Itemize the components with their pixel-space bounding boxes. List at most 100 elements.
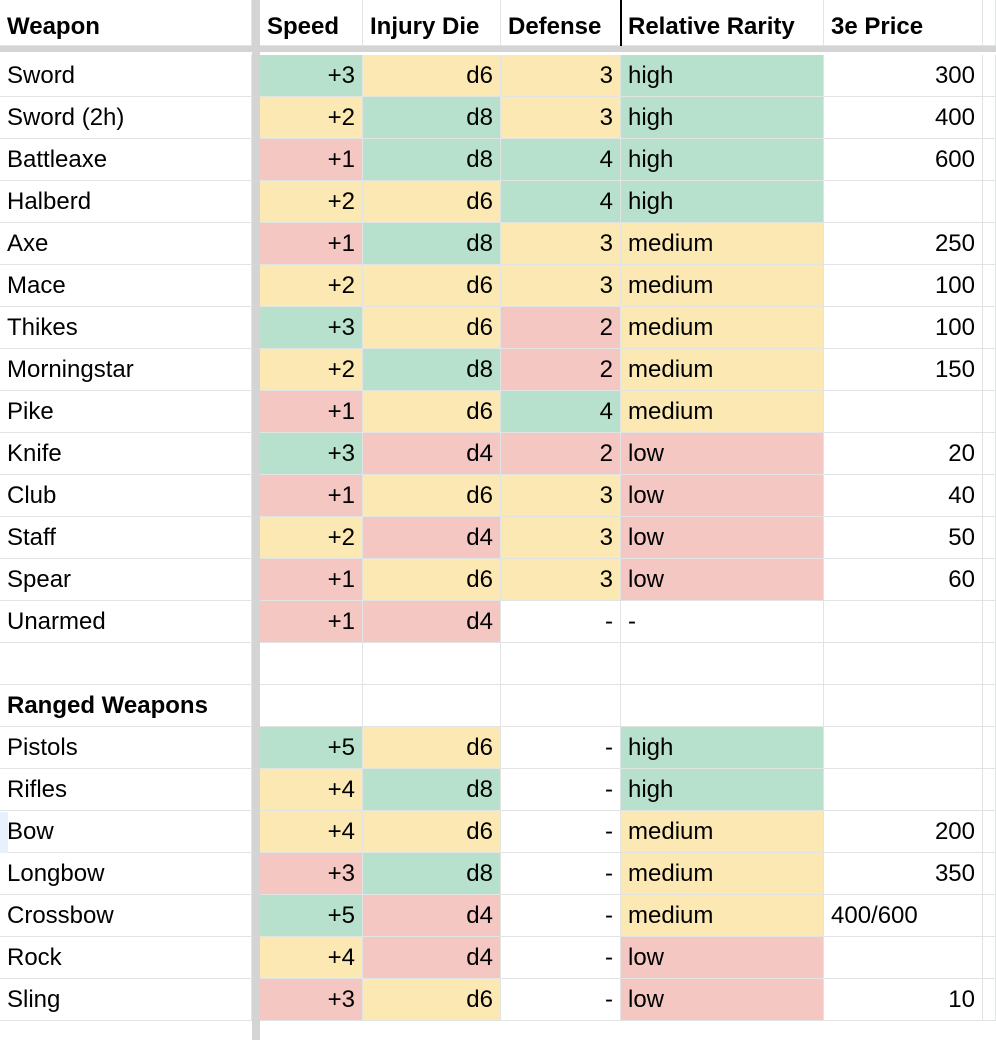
speed-cell[interactable]: +2: [260, 181, 363, 223]
rarity-cell[interactable]: medium: [621, 265, 824, 307]
header-speed[interactable]: Speed: [260, 0, 363, 46]
injury-die-cell[interactable]: d8: [363, 769, 501, 811]
rarity-cell[interactable]: medium: [621, 895, 824, 937]
weapon-cell[interactable]: Mace: [0, 265, 252, 307]
defense-cell[interactable]: 4: [501, 139, 621, 181]
injury-die-cell[interactable]: d6: [363, 475, 501, 517]
header-relative-rarity[interactable]: Relative Rarity: [621, 0, 824, 46]
speed-cell[interactable]: +2: [260, 349, 363, 391]
injury-die-cell[interactable]: d6: [363, 391, 501, 433]
speed-cell[interactable]: +3: [260, 979, 363, 1021]
price-cell[interactable]: 60: [824, 559, 983, 601]
injury-die-cell[interactable]: d6: [363, 307, 501, 349]
rarity-cell[interactable]: -: [621, 601, 824, 643]
weapon-cell[interactable]: Morningstar: [0, 349, 252, 391]
speed-cell[interactable]: +2: [260, 97, 363, 139]
empty-cell[interactable]: [983, 223, 996, 265]
speed-cell[interactable]: +3: [260, 853, 363, 895]
weapon-cell[interactable]: Pistols: [0, 727, 252, 769]
rarity-cell[interactable]: low: [621, 559, 824, 601]
price-cell[interactable]: 20: [824, 433, 983, 475]
empty-cell[interactable]: [621, 643, 824, 685]
empty-cell[interactable]: [983, 433, 996, 475]
price-cell[interactable]: [824, 181, 983, 223]
weapon-cell[interactable]: Rock: [0, 937, 252, 979]
header-weapon[interactable]: Weapon: [0, 0, 252, 46]
empty-cell[interactable]: [983, 475, 996, 517]
defense-cell[interactable]: 3: [501, 265, 621, 307]
injury-die-cell[interactable]: d4: [363, 895, 501, 937]
defense-cell[interactable]: 3: [501, 97, 621, 139]
empty-cell[interactable]: [824, 643, 983, 685]
defense-cell[interactable]: -: [501, 769, 621, 811]
rarity-cell[interactable]: high: [621, 769, 824, 811]
header-price[interactable]: 3e Price: [824, 0, 983, 46]
empty-cell[interactable]: [983, 811, 996, 853]
empty-cell[interactable]: [983, 643, 996, 685]
rarity-cell[interactable]: high: [621, 181, 824, 223]
weapon-cell[interactable]: Axe: [0, 223, 252, 265]
empty-cell[interactable]: [983, 517, 996, 559]
injury-die-cell[interactable]: d4: [363, 601, 501, 643]
weapon-cell[interactable]: Sword: [0, 55, 252, 97]
injury-die-cell[interactable]: d4: [363, 517, 501, 559]
empty-cell[interactable]: [260, 643, 363, 685]
defense-cell[interactable]: 3: [501, 517, 621, 559]
speed-cell[interactable]: +1: [260, 391, 363, 433]
empty-cell[interactable]: [983, 895, 996, 937]
empty-cell[interactable]: [983, 937, 996, 979]
header-injury-die[interactable]: Injury Die: [363, 0, 501, 46]
ranged-weapons-heading[interactable]: Ranged Weapons: [0, 685, 252, 727]
weapon-cell[interactable]: Staff: [0, 517, 252, 559]
empty-cell[interactable]: [501, 643, 621, 685]
speed-cell[interactable]: +1: [260, 475, 363, 517]
speed-cell[interactable]: +1: [260, 139, 363, 181]
empty-cell[interactable]: [983, 559, 996, 601]
empty-cell[interactable]: [501, 685, 621, 727]
weapon-cell[interactable]: Pike: [0, 391, 252, 433]
weapon-cell[interactable]: Club: [0, 475, 252, 517]
injury-die-cell[interactable]: d4: [363, 937, 501, 979]
weapon-cell[interactable]: Thikes: [0, 307, 252, 349]
rarity-cell[interactable]: medium: [621, 811, 824, 853]
injury-die-cell[interactable]: d8: [363, 139, 501, 181]
rarity-cell[interactable]: high: [621, 97, 824, 139]
price-cell[interactable]: 150: [824, 349, 983, 391]
speed-cell[interactable]: +1: [260, 223, 363, 265]
injury-die-cell[interactable]: d8: [363, 349, 501, 391]
price-cell[interactable]: [824, 391, 983, 433]
price-cell[interactable]: 300: [824, 55, 983, 97]
empty-cell[interactable]: [0, 643, 252, 685]
injury-die-cell[interactable]: d6: [363, 727, 501, 769]
speed-cell[interactable]: +2: [260, 517, 363, 559]
empty-cell[interactable]: [983, 97, 996, 139]
weapon-cell[interactable]: Unarmed: [0, 601, 252, 643]
speed-cell[interactable]: +4: [260, 937, 363, 979]
empty-cell[interactable]: [983, 265, 996, 307]
header-defense[interactable]: Defense: [501, 0, 621, 46]
empty-cell[interactable]: [983, 55, 996, 97]
speed-cell[interactable]: +5: [260, 727, 363, 769]
defense-cell[interactable]: -: [501, 895, 621, 937]
weapon-cell[interactable]: Rifles: [0, 769, 252, 811]
injury-die-cell[interactable]: d8: [363, 853, 501, 895]
price-cell[interactable]: 350: [824, 853, 983, 895]
defense-cell[interactable]: -: [501, 979, 621, 1021]
rarity-cell[interactable]: medium: [621, 223, 824, 265]
defense-cell[interactable]: 2: [501, 349, 621, 391]
speed-cell[interactable]: +1: [260, 601, 363, 643]
speed-cell[interactable]: +4: [260, 811, 363, 853]
speed-cell[interactable]: +3: [260, 433, 363, 475]
defense-cell[interactable]: 3: [501, 475, 621, 517]
defense-cell[interactable]: -: [501, 811, 621, 853]
frozen-column-divider[interactable]: [252, 0, 260, 1040]
defense-cell[interactable]: 3: [501, 559, 621, 601]
injury-die-cell[interactable]: d6: [363, 811, 501, 853]
empty-cell[interactable]: [363, 643, 501, 685]
weapon-cell[interactable]: Halberd: [0, 181, 252, 223]
empty-cell[interactable]: [621, 685, 824, 727]
injury-die-cell[interactable]: d8: [363, 223, 501, 265]
empty-cell[interactable]: [363, 685, 501, 727]
rarity-cell[interactable]: medium: [621, 307, 824, 349]
weapon-cell[interactable]: Spear: [0, 559, 252, 601]
